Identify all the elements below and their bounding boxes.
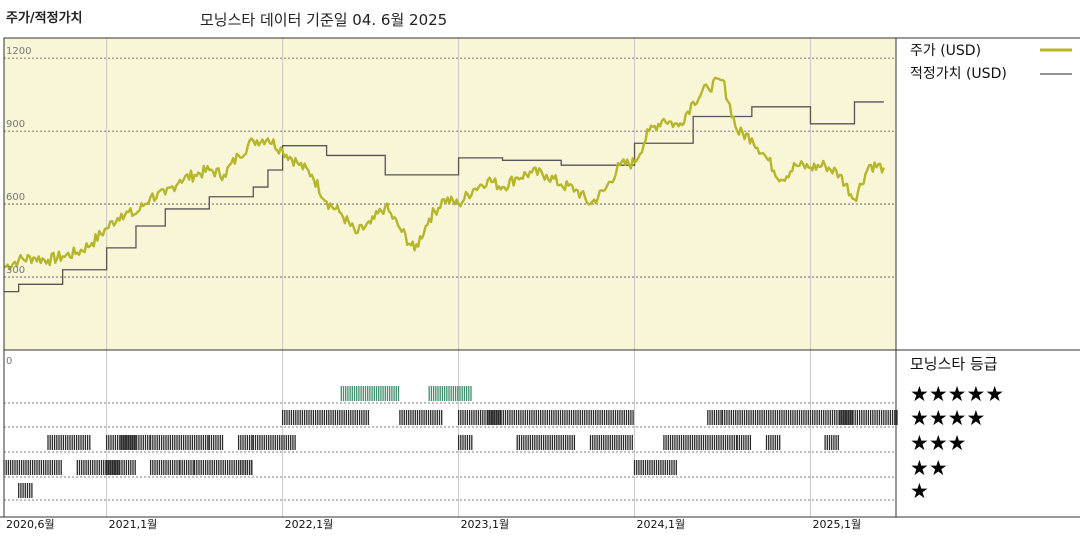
y-tick-label: 600 <box>6 192 25 203</box>
chart-title: 모닝스타 데이터 기준일 04. 6월 2025 <box>200 11 448 29</box>
rating-panel-title: 모닝스타 등급 <box>910 355 998 373</box>
legend-layer: 주가 (USD)적정가치 (USD)모닝스타 등급★★★★★★★★★★★★★★★ <box>910 43 1072 503</box>
fair-value-line <box>4 101 884 293</box>
x-tick-label: 2021,1월 <box>109 518 158 531</box>
rating-stars-label: ★★★★ <box>910 406 985 430</box>
rating-stars-label: ★ <box>910 479 929 503</box>
x-tick-label: 2020,6월 <box>6 518 55 531</box>
x-tick-label: 2022,1월 <box>285 518 334 531</box>
grid-layer <box>4 38 896 517</box>
y-tick-label: 300 <box>6 265 25 276</box>
legend-fairvalue-label: 적정가치 (USD) <box>910 66 1007 82</box>
y-tick-label: 900 <box>6 119 25 130</box>
x-tick-label: 2023,1월 <box>461 518 510 531</box>
y-tick-label: 1200 <box>6 46 31 57</box>
x-tick-label: 2024,1월 <box>637 518 686 531</box>
rating-stars-label: ★★★ <box>910 431 966 455</box>
chart-left-label: 주가/적정가치 <box>6 11 83 26</box>
y-tick-label: 0 <box>6 356 12 367</box>
price-panel-background <box>4 38 896 350</box>
price-layer <box>3 76 885 293</box>
rating-stars-label: ★★ <box>910 456 948 480</box>
price-line <box>3 76 885 271</box>
x-tick-label: 2025,1월 <box>812 518 861 531</box>
rating-layer <box>3 386 898 498</box>
legend-price-label: 주가 (USD) <box>910 43 981 59</box>
rating-stars-label: ★★★★★ <box>910 382 1004 406</box>
rating-panel-background <box>4 350 896 517</box>
axis-layer: 2020,6월 2021,1월 2022,1월 2023,1월 2024,1월 2025,… <box>6 46 861 531</box>
